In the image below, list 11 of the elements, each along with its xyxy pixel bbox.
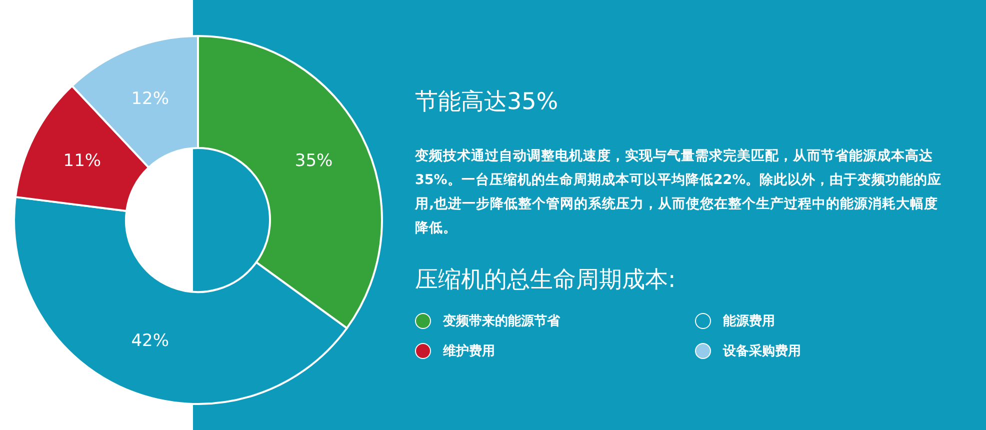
legend-label: 能源费用 — [723, 313, 775, 330]
legend-label: 维护费用 — [443, 342, 495, 360]
data-label: 42% — [131, 330, 170, 351]
legend-label: 设备采购费用 — [723, 342, 801, 360]
legend-title: 压缩机的总生命周期成本: — [415, 266, 676, 295]
text: 节能高达35% — [415, 88, 558, 117]
legend-label: 变频带来的能源节省 — [443, 312, 560, 330]
text: 变频技术通过自动调整电机速度，实现与气量需求完美匹配，从而节省能源成本高达35%。一台压缩机的生命周期成本可以平均降低22%。除此以外，由于变频功能的应用,也进一步降低整个管网的系统压力，从而使您在整个生产过程中的能源消耗大幅度降低。 — [415, 147, 943, 238]
data-label: 35% — [294, 150, 333, 171]
data-label: 11% — [63, 150, 102, 171]
data-label: 12% — [131, 89, 170, 110]
